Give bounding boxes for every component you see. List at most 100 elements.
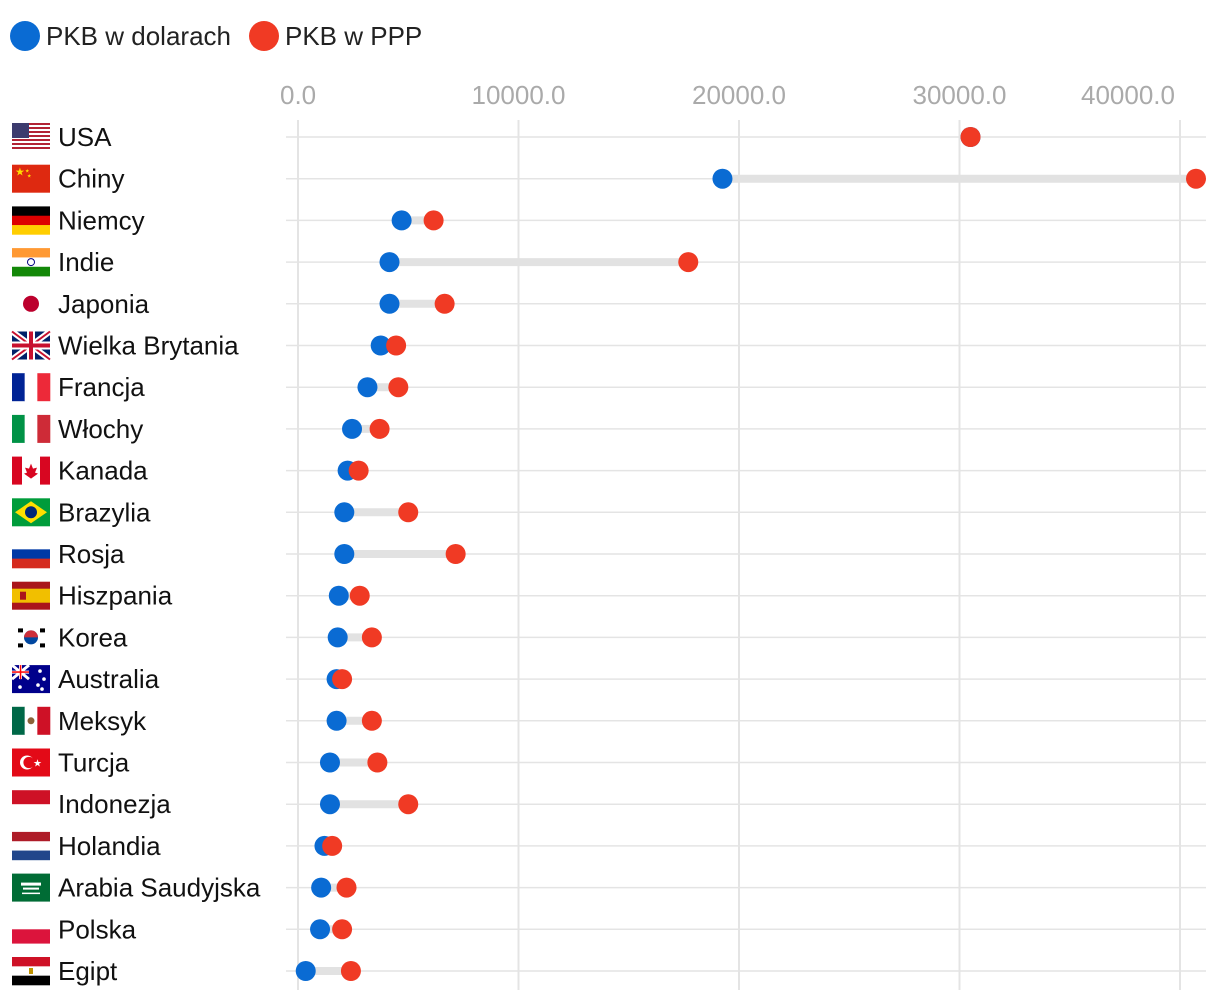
country-label: Hiszpania — [58, 581, 173, 611]
legend-usd-label: PKB w dolarach — [46, 20, 231, 51]
ppp-point — [1186, 168, 1206, 189]
ppp-point — [388, 377, 409, 398]
pl-flag-icon — [12, 915, 50, 944]
usd-point — [334, 544, 355, 564]
cn-flag-icon: ★ ★★ — [12, 164, 50, 193]
country-label: Australia — [58, 664, 160, 694]
x-tick-label: 20000.0 — [692, 80, 786, 110]
country-label: Holandia — [58, 831, 161, 861]
fr-flag-icon — [12, 373, 51, 402]
ppp-point — [445, 544, 466, 564]
flags: ★ ★★★ — [10, 123, 52, 986]
ppp-point — [348, 460, 369, 481]
ppp-point — [960, 127, 981, 147]
br-flag-icon — [12, 498, 50, 527]
country-label: Egipt — [58, 956, 118, 986]
au-flag-icon — [11, 663, 50, 694]
x-tick-label: 0.0 — [280, 80, 316, 110]
usd-point — [326, 710, 347, 731]
svg-text:★: ★ — [15, 167, 25, 179]
svg-text:★: ★ — [27, 174, 32, 180]
ppp-point — [322, 835, 343, 856]
x-axis-ticks: 0.0 10000.0 20000.0 30000.0 40000.0 — [280, 80, 1175, 110]
usd-point — [391, 210, 412, 231]
country-label: Arabia Saudyjska — [58, 873, 261, 903]
kr-flag-icon — [12, 623, 50, 652]
legend-item-ppp[interactable]: PKB w PPP — [248, 20, 423, 52]
ppp-point — [386, 335, 407, 356]
ppp-point — [332, 669, 353, 690]
legend-usd-dot-icon — [10, 21, 40, 51]
country-label: Francja — [58, 372, 145, 402]
country-label: Turcja — [58, 748, 130, 778]
data-points — [295, 127, 1206, 981]
usd-point — [379, 252, 400, 273]
ppp-point — [349, 585, 370, 606]
country-label: Korea — [58, 622, 128, 652]
jp-flag-icon — [12, 289, 50, 318]
legend-ppp-dot-icon — [248, 21, 279, 51]
es-flag-icon — [12, 581, 50, 610]
x-tick-label: 40000.0 — [1081, 80, 1175, 110]
sa-flag-icon — [12, 873, 50, 902]
usd-point — [334, 502, 355, 523]
ppp-point — [332, 919, 353, 940]
x-tick-label: 10000.0 — [472, 80, 566, 110]
nl-flag-icon — [12, 831, 50, 861]
usd-point — [712, 168, 733, 189]
ppp-point — [398, 794, 419, 815]
ppp-point — [434, 293, 455, 314]
ppp-point — [369, 418, 390, 439]
it-flag-icon — [12, 414, 51, 443]
usd-point — [327, 627, 348, 648]
mx-flag-icon — [12, 706, 51, 735]
legend-ppp-label: PKB w PPP — [284, 20, 423, 51]
country-label: USA — [58, 122, 112, 152]
svg-text:★: ★ — [33, 759, 42, 770]
ca-flag-icon — [12, 456, 50, 485]
ppp-point — [367, 752, 388, 773]
usd-point — [379, 293, 400, 314]
usd-point — [310, 919, 331, 940]
ppp-point — [336, 877, 357, 898]
usd-point — [319, 752, 340, 773]
gb-flag-icon — [10, 329, 52, 362]
ppp-point — [398, 502, 419, 523]
legend: PKB w dolarach PKB w PPP — [10, 18, 440, 54]
country-label: Indie — [58, 247, 114, 277]
usd-point — [295, 961, 316, 981]
usd-point — [342, 418, 363, 439]
ppp-point — [361, 710, 382, 731]
country-label: Brazylia — [58, 497, 151, 527]
ppp-point — [340, 961, 361, 981]
country-label: Niemcy — [58, 205, 145, 235]
tr-flag-icon: ★ — [12, 748, 50, 777]
ppp-point — [678, 252, 699, 273]
country-label: Wielka Brytania — [58, 331, 239, 361]
usd-point — [357, 377, 378, 398]
country-label: Włochy — [58, 414, 143, 444]
us-flag-icon — [12, 123, 50, 151]
ppp-point — [423, 210, 444, 231]
x-tick-label: 30000.0 — [913, 80, 1007, 110]
country-label: Japonia — [58, 289, 150, 319]
id-flag-icon — [12, 790, 50, 819]
usd-point — [319, 794, 340, 815]
country-label: Indonezja — [58, 789, 171, 819]
country-label: Rosja — [58, 539, 125, 569]
country-label: Meksyk — [58, 706, 147, 736]
usd-point — [370, 335, 391, 356]
svg-text:★: ★ — [25, 169, 30, 175]
row-lines — [286, 136, 1206, 972]
usd-point — [311, 877, 332, 898]
ru-flag-icon — [12, 540, 50, 569]
eg-flag-icon — [12, 957, 50, 986]
legend-item-usd[interactable]: PKB w dolarach — [10, 21, 231, 52]
country-labels: USA Chiny Niemcy Indie Japonia Wielka Brytani… — [58, 122, 261, 986]
ppp-point — [361, 627, 382, 648]
de-flag-icon — [12, 206, 50, 235]
country-label: Kanada — [58, 456, 148, 486]
country-label: Chiny — [58, 164, 124, 194]
in-flag-icon — [12, 248, 50, 277]
